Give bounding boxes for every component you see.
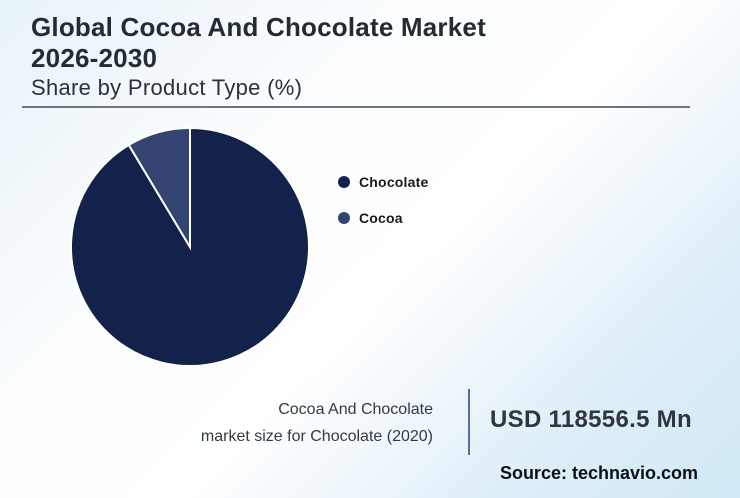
chart-title: Global Cocoa And Chocolate Market 2026-2… [31, 12, 486, 73]
source-attribution: Source: technavio.com [499, 463, 698, 483]
legend-item-chocolate: Chocolate [338, 174, 428, 190]
legend-dot-cocoa-icon [338, 212, 350, 224]
chart-subtitle: Share by Product Type (%) [31, 75, 303, 100]
chart-legend: Chocolate Cocoa [338, 174, 428, 226]
pie-slice-cocoa [127, 126, 191, 251]
market-size-value: USD 118556.5 Mn [490, 406, 692, 433]
legend-label-chocolate: Chocolate [359, 174, 429, 190]
market-size-label: Cocoa And Chocolate market size for Choc… [200, 401, 433, 445]
legend-dot-chocolate-icon [338, 176, 350, 188]
header-divider-line [22, 106, 690, 108]
legend-item-cocoa: Cocoa [338, 210, 428, 226]
legend-label-cocoa: Cocoa [359, 210, 403, 226]
stat-divider-line [468, 389, 470, 455]
pie-chart [70, 126, 310, 367]
